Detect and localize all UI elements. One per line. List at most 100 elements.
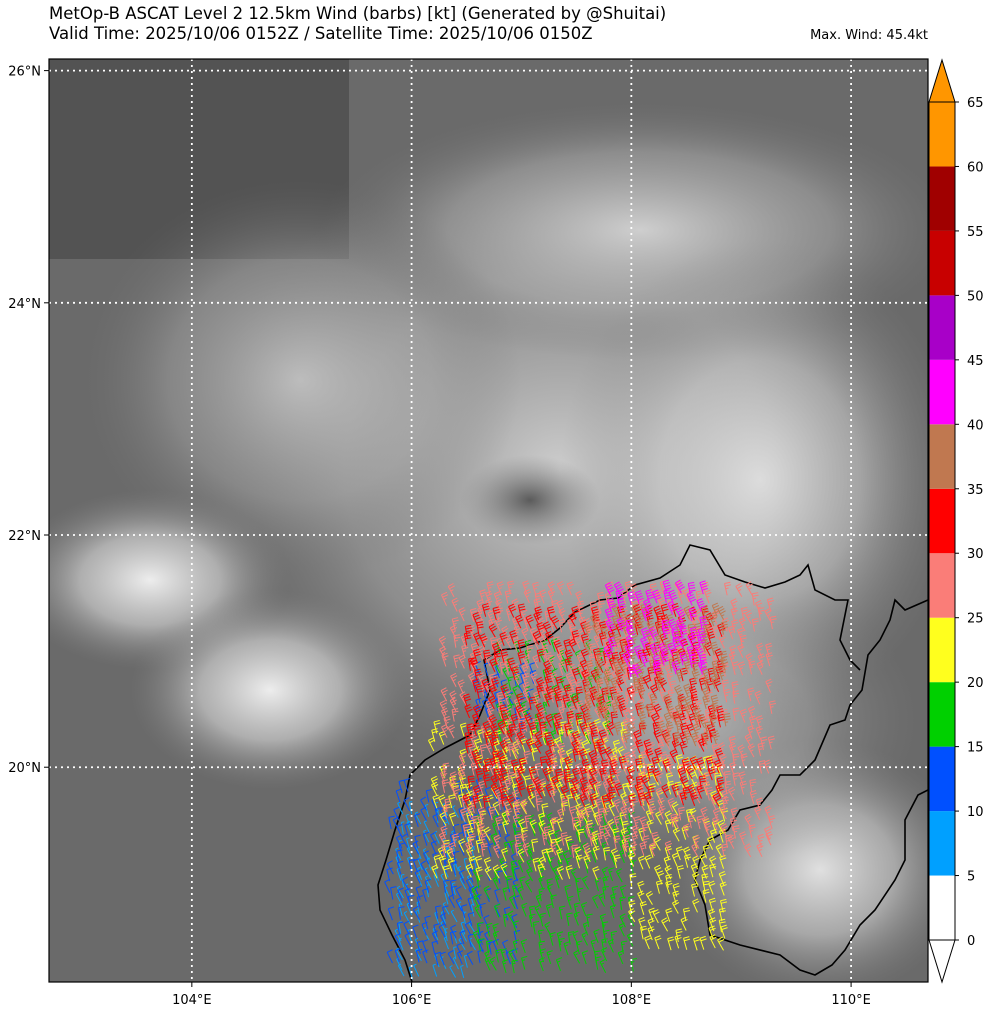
wind-barb — [644, 854, 652, 869]
wind-barb — [648, 626, 659, 641]
wind-barb — [765, 652, 773, 667]
wind-barb — [534, 719, 542, 733]
wind-barb — [465, 840, 473, 855]
wind-barb — [420, 860, 428, 875]
wind-barb — [513, 895, 520, 910]
wind-barb — [682, 907, 690, 922]
wind-barb — [693, 936, 701, 951]
wind-barb — [532, 630, 542, 645]
wind-barb — [517, 639, 526, 653]
wind-barb — [653, 836, 661, 851]
wind-barb — [475, 697, 482, 712]
wind-barb — [512, 884, 519, 898]
wind-barb — [651, 756, 660, 771]
wind-barb — [402, 876, 410, 891]
wind-barb — [459, 722, 468, 737]
wind-barb — [483, 826, 491, 841]
wind-barb — [592, 845, 600, 860]
wind-barb — [664, 840, 673, 855]
wind-barb — [589, 792, 598, 807]
wind-barb — [647, 926, 655, 941]
wind-barb — [545, 757, 554, 772]
wind-barb — [465, 863, 473, 878]
wind-barb — [691, 668, 700, 683]
wind-barb — [730, 598, 738, 613]
wind-barb — [739, 708, 747, 723]
wind-barb — [604, 592, 612, 607]
wind-barb — [715, 705, 724, 720]
wind-barb — [576, 887, 584, 902]
wind-barb — [593, 634, 601, 649]
colorbar-tick-label: 10 — [967, 805, 984, 820]
wind-barb — [556, 599, 564, 614]
wind-barb — [475, 767, 484, 782]
wind-barb — [532, 581, 540, 596]
colorbar-segment — [929, 682, 955, 747]
wind-barb — [478, 780, 486, 795]
wind-barb — [641, 607, 651, 622]
wind-barb — [563, 684, 572, 698]
wind-barb — [466, 805, 474, 820]
wind-barb — [545, 903, 553, 918]
wind-barb — [390, 886, 397, 900]
wind-barb — [489, 956, 497, 971]
wind-barb — [724, 780, 732, 795]
wind-barb — [397, 963, 405, 977]
wind-barb — [500, 684, 509, 699]
wind-barb — [393, 806, 400, 821]
wind-barb — [730, 817, 738, 831]
wind-barb — [534, 904, 542, 919]
wind-barb — [566, 912, 573, 926]
wind-barb — [665, 907, 673, 922]
wind-barb — [513, 805, 521, 819]
wind-barb — [398, 937, 404, 951]
wind-barb — [763, 759, 771, 774]
wind-barb — [605, 618, 616, 633]
wind-barb — [610, 930, 618, 945]
wind-barb — [464, 704, 473, 719]
wind-barb — [754, 806, 762, 821]
wind-barb — [718, 918, 726, 933]
wind-barb — [430, 831, 437, 846]
wind-barb — [651, 831, 659, 846]
wind-barb — [567, 714, 576, 729]
wind-barb — [556, 865, 565, 880]
wind-barb — [496, 581, 504, 596]
wind-barb — [606, 776, 616, 791]
wind-barb — [672, 637, 681, 651]
wind-barb — [659, 688, 667, 703]
wind-barb — [636, 684, 646, 699]
wind-barb — [567, 617, 575, 632]
wind-barb — [565, 672, 574, 687]
colorbar-segment — [929, 295, 955, 360]
wind-barb — [561, 797, 569, 811]
wind-barb — [603, 661, 611, 676]
wind-barb — [467, 933, 475, 948]
wind-barb — [466, 874, 474, 888]
wind-barb — [598, 746, 607, 761]
wind-barb — [633, 816, 641, 830]
wind-barb — [604, 746, 613, 761]
wind-barb — [609, 767, 617, 782]
wind-barb — [421, 921, 428, 936]
wind-barb — [649, 842, 657, 857]
wind-barb — [707, 631, 716, 646]
wind-barb — [458, 869, 466, 884]
wind-barb — [603, 831, 611, 846]
wind-barb — [452, 823, 460, 838]
wind-barb — [423, 850, 430, 865]
wind-barb — [432, 813, 439, 828]
wind-barb — [522, 673, 530, 687]
wind-barb — [612, 739, 621, 754]
wind-barb — [633, 729, 642, 744]
wind-barb — [449, 624, 458, 639]
wind-barb — [607, 938, 615, 953]
colorbar-segment — [929, 811, 955, 876]
colorbar-segment — [929, 617, 955, 683]
wind-barb — [647, 798, 655, 812]
wind-barb — [642, 674, 652, 689]
wind-barb — [475, 866, 483, 881]
wind-barb — [547, 654, 555, 669]
wind-barb — [488, 695, 497, 710]
wind-barb — [549, 932, 556, 946]
